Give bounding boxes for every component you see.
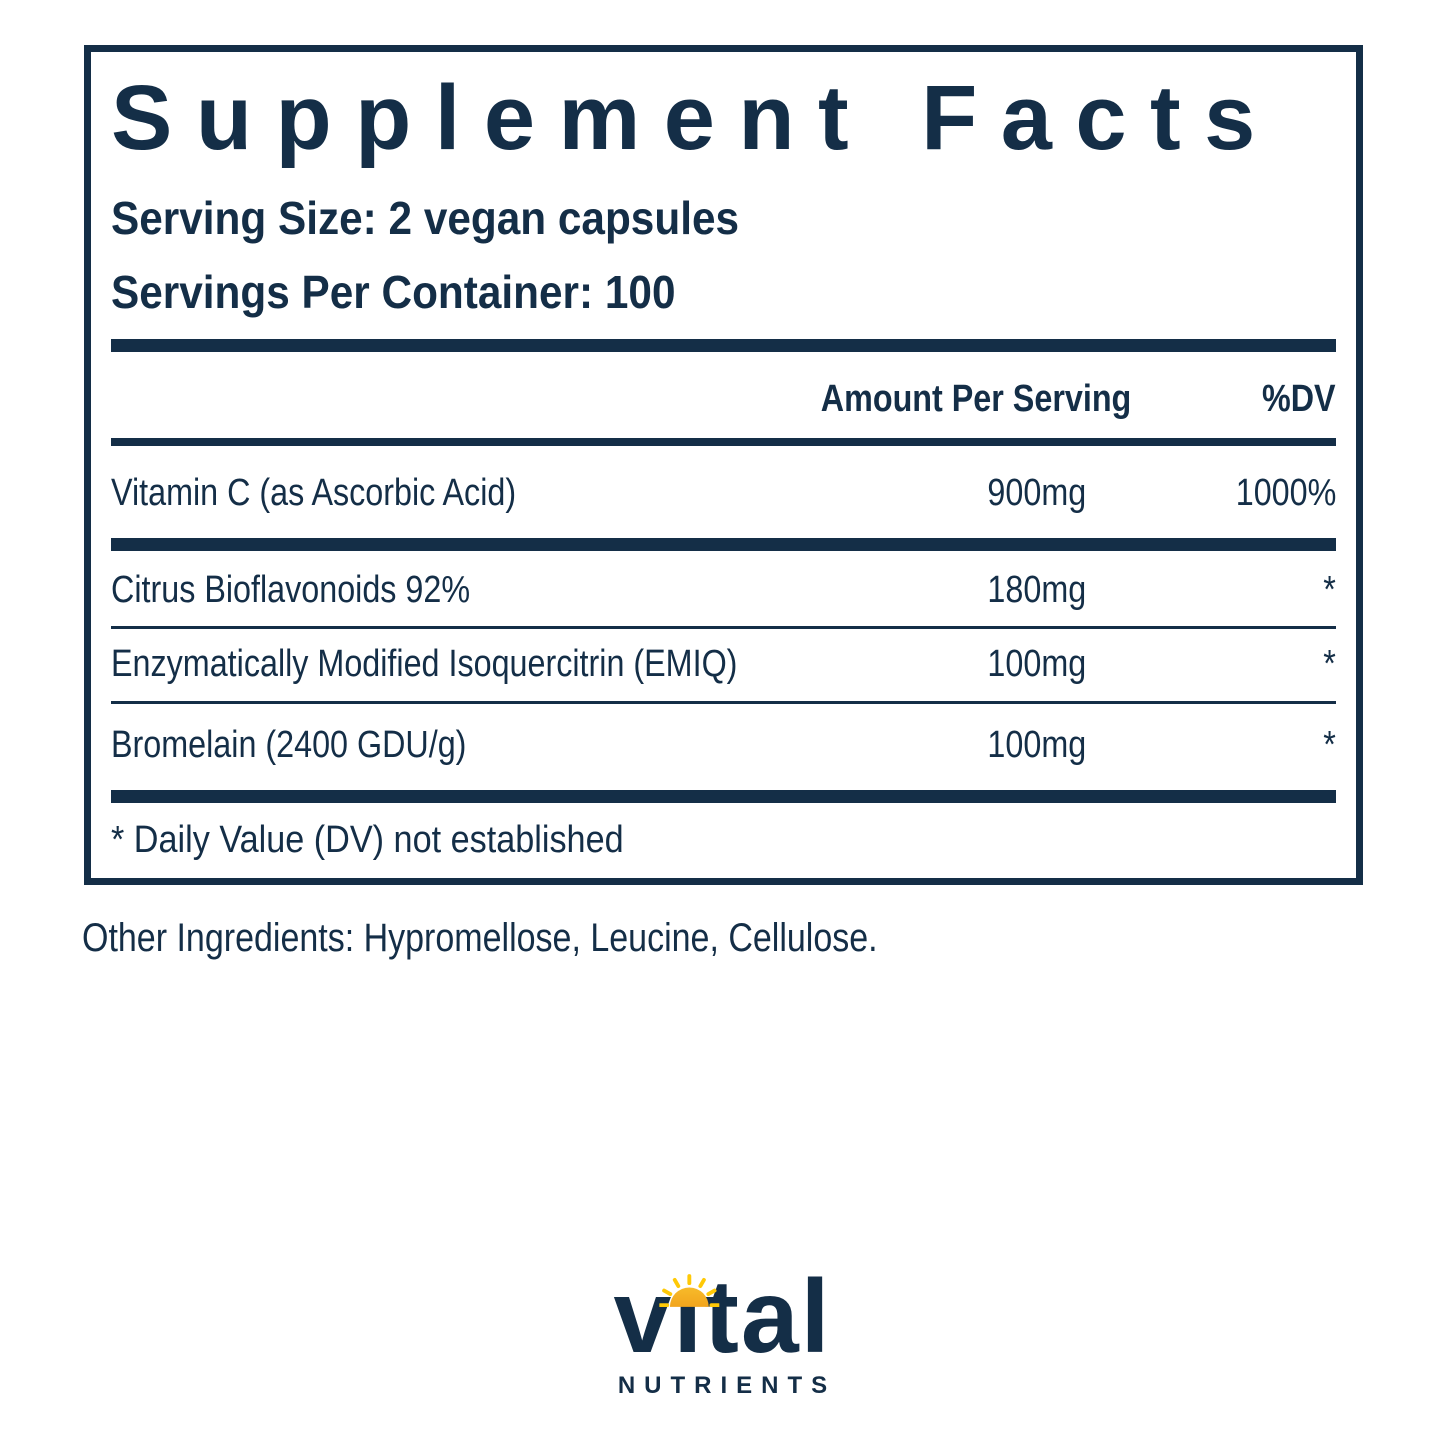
table-row-emiq: Enzymatically Modified Isoquercitrin (EM… (111, 629, 1336, 701)
ingredient-dv: 1000% (1235, 471, 1336, 514)
divider-thick-top (111, 339, 1336, 353)
ingredient-amount: 100mg (987, 643, 1086, 686)
ingredient-name: Enzymatically Modified Isoquercitrin (EM… (111, 643, 738, 686)
ingredient-amount: 180mg (987, 568, 1086, 611)
servings-per-container-text: Servings Per Container: 100 (111, 265, 676, 318)
ingredient-amount: 900mg (987, 471, 1086, 514)
ingredient-dv: * (1323, 723, 1336, 766)
brand-subtext: NUTRIENTS (617, 1372, 837, 1399)
divider-thick-mid (111, 537, 1336, 551)
divider-thick-bottom (111, 789, 1336, 803)
servings-per-container: Servings Per Container: 100 (111, 256, 1336, 330)
ingredient-dv: * (1323, 568, 1336, 611)
supplement-facts-panel: Supplement Facts Serving Size: 2 vegan c… (84, 45, 1363, 885)
ingredient-amount: 100mg (987, 723, 1086, 766)
brand-logo: vıtal N (609, 1265, 837, 1400)
table-row-vitamin-c: Vitamin C (as Ascorbic Acid) 900mg 1000% (111, 446, 1336, 538)
wordmark-v: v (613, 1259, 674, 1375)
ingredient-name: Bromelain (2400 GDU/g) (111, 723, 467, 766)
serving-info: Serving Size: 2 vegan capsules Servings … (111, 182, 1336, 329)
amount-per-serving-header: Amount Per Serving (820, 378, 1132, 421)
divider-header (111, 437, 1336, 446)
other-ingredients: Other Ingredients: Hypromellose, Leucine… (82, 916, 878, 960)
ingredient-name: Citrus Bioflavonoids 92% (111, 568, 471, 611)
brand-wordmark: vıtal (609, 1265, 836, 1369)
ingredient-dv: * (1323, 643, 1336, 686)
ingredient-name: Vitamin C (as Ascorbic Acid) (111, 471, 517, 514)
table-row-bromelain: Bromelain (2400 GDU/g) 100mg * (111, 704, 1336, 790)
dv-header: %DV (1262, 378, 1336, 421)
table-header-row: Amount Per Serving %DV (111, 352, 1336, 438)
dv-footnote: * Daily Value (DV) not established (111, 818, 624, 861)
serving-size-text: Serving Size: 2 vegan capsules (111, 192, 740, 244)
panel-title: Supplement Facts (111, 67, 1279, 169)
serving-size: Serving Size: 2 vegan capsules (111, 182, 1336, 256)
divider-thin-2 (111, 700, 1336, 704)
divider-thin-1 (111, 626, 1336, 630)
table-row-citrus-bioflavonoids: Citrus Bioflavonoids 92% 180mg * (111, 551, 1336, 627)
sun-icon (658, 1274, 719, 1307)
wordmark-tal: tal (704, 1259, 832, 1375)
